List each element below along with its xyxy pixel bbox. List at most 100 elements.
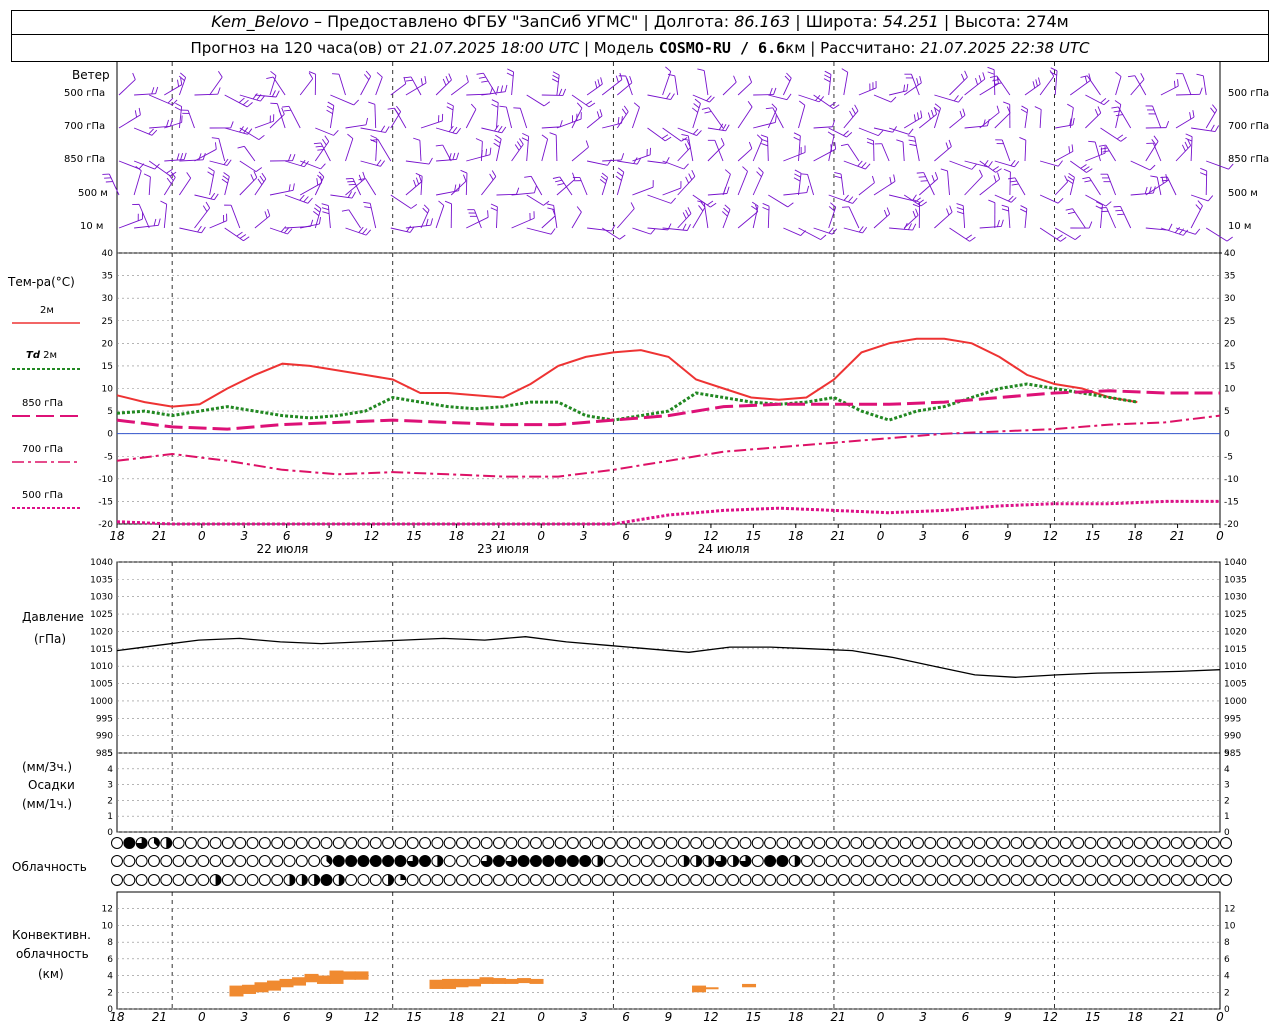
wind-barb-staff-3-61	[1039, 194, 1059, 204]
cloud-circle-middle-72	[998, 855, 1011, 867]
cloud-lower-30	[480, 874, 493, 886]
wind-barb-flag-0-39-0	[697, 68, 705, 71]
wind-barb-flag-0-45-0	[818, 96, 825, 103]
wind-barb-staff-4-38	[692, 206, 706, 229]
wind-barb-flag-1-31-0	[599, 109, 603, 117]
cloud-fill-middle-31	[493, 855, 505, 867]
wind-barb-staff-0-44	[782, 77, 792, 96]
cloud-upper-51	[739, 837, 752, 849]
wind-barb-0-40	[722, 75, 737, 96]
wind-barb-staff-4-50	[873, 213, 890, 229]
cloud-lower-72	[998, 874, 1011, 886]
wind-barb-staff-2-40	[714, 140, 724, 162]
wind-barb-flag-2-6-1	[223, 158, 229, 165]
wind-barb-flag-4-70-0	[1195, 228, 1201, 235]
temp-xtick-15: 15	[746, 529, 761, 543]
wind-barb-flag-4-62-0	[1074, 234, 1081, 240]
wind-barb-flag-2-25-2	[493, 142, 500, 148]
wind-barb-2-50	[866, 137, 875, 162]
wind-barb-flag-3-33-1	[616, 171, 623, 177]
wind-barb-flag-3-55-0	[940, 168, 948, 172]
wind-barb-flag-2-39-0	[720, 138, 725, 145]
wind-barb-flag-4-7-1	[239, 234, 247, 239]
wind-barb-4-7	[224, 227, 250, 242]
cloud-circle-upper-19	[345, 837, 358, 849]
wind-barb-flag-4-36-0	[686, 224, 691, 231]
wind-barb-flag-1-7-1	[243, 127, 249, 134]
wind-barb-0-42	[753, 87, 777, 96]
wind-barb-staff-1-64	[1085, 112, 1102, 129]
wind-barb-flag-0-64-0	[1103, 99, 1110, 106]
cloud-circle-upper-39	[591, 837, 604, 849]
cloud-middle-42	[628, 855, 641, 867]
cloud-lower-52	[751, 874, 764, 886]
forecast-label: Прогноз на 120 часа(ов) от	[190, 39, 410, 57]
wind-barb-flag-3-61-0	[1057, 197, 1064, 204]
cloud-upper-35	[542, 837, 555, 849]
wind-barb-staff-3-40	[722, 174, 731, 196]
cloud-circle-middle-62	[874, 855, 887, 867]
wind-barb-0-10	[269, 70, 277, 96]
cloud-lower-1	[123, 874, 136, 886]
wind-barb-flag-2-6-0	[226, 159, 232, 166]
wind-barb-0-9	[254, 90, 280, 98]
wind-barb-3-25	[496, 187, 520, 196]
wind-barb-flag-1-37-0	[696, 130, 702, 136]
wind-barb-1-22	[446, 102, 454, 129]
wind-barb-flag-2-48-2	[857, 160, 863, 167]
wind-barb-4-4	[179, 225, 206, 234]
conv-xtick-7: 15	[406, 1010, 421, 1024]
wind-barb-3-53	[919, 172, 939, 196]
cloud-circle-upper-6	[184, 837, 197, 849]
temp-tick-left-5: 15	[102, 362, 113, 372]
wind-barb-flag-2-20-0	[413, 137, 421, 141]
cloud-circle-lower-7	[197, 874, 210, 886]
wind-barb-4-56	[956, 203, 966, 229]
wind-barb-4-27	[526, 227, 556, 235]
conv-tick-right-5: 2	[1224, 988, 1230, 998]
legend-t700-label: 700 гПа	[22, 444, 64, 455]
wind-barb-0-6	[209, 71, 223, 96]
wind-barb-0-38	[692, 94, 715, 103]
wind-barb-4-49	[842, 206, 860, 229]
cloud-middle-80	[1096, 855, 1109, 867]
temp-xtick-9: 21	[491, 529, 506, 543]
wind-barb-flag-4-50-0	[886, 207, 891, 215]
temp-tick-left-11: -15	[98, 497, 113, 507]
wind-barb-flag-1-64-0	[1097, 106, 1102, 114]
cloud-lower-57	[813, 874, 826, 886]
wind-barb-3-63	[1066, 172, 1075, 196]
wind-barb-2-29	[549, 132, 558, 162]
wind-barb-1-28	[541, 120, 563, 129]
cloud-circle-upper-86	[1170, 837, 1183, 849]
cloud-upper-38	[579, 837, 592, 849]
wind-barb-flag-3-32-2	[599, 179, 606, 185]
wind-barb-1-61	[1034, 106, 1042, 129]
wind-barb-0-69	[1160, 79, 1179, 96]
cloud-upper-27	[443, 837, 456, 849]
wind-barb-flag-3-5-0	[213, 193, 219, 200]
wind-barb-2-43	[760, 134, 769, 162]
cloud-middle-65	[911, 855, 924, 867]
wind-barb-0-7	[224, 94, 253, 108]
temp-tick-right-6: 10	[1224, 385, 1236, 395]
pres-tick-left-11: 985	[96, 749, 113, 759]
wind-barb-staff-1-34	[631, 107, 640, 129]
cloud-circle-lower-74	[1022, 874, 1035, 886]
wind-barb-flag-0-59-1	[992, 78, 1000, 82]
pres-tick-left-7: 1005	[90, 680, 113, 690]
wind-barb-flag-0-4-0	[180, 72, 186, 78]
wind-barb-flag-0-48-0	[841, 68, 848, 73]
wind-barb-0-33	[617, 76, 633, 96]
wind-barb-staff-0-16	[360, 76, 372, 96]
cloud-circle-middle-7	[197, 855, 210, 867]
wind-barb-staff-1-49	[858, 127, 879, 137]
header-line-1: Kem_Belovo – Предоставлено ФГБУ "ЗапСиб …	[11, 11, 1269, 33]
wind-barb-4-45	[798, 227, 827, 240]
wind-barb-flag-2-53-0	[907, 135, 915, 138]
wind-barb-flag-4-59-0	[1001, 204, 1009, 208]
wind-barb-2-0	[118, 160, 145, 170]
wind-barb-flag-1-31-1	[596, 111, 600, 119]
wind-barb-flag-0-56-0	[982, 72, 986, 80]
wind-barb-flag-2-14-2	[317, 148, 325, 151]
